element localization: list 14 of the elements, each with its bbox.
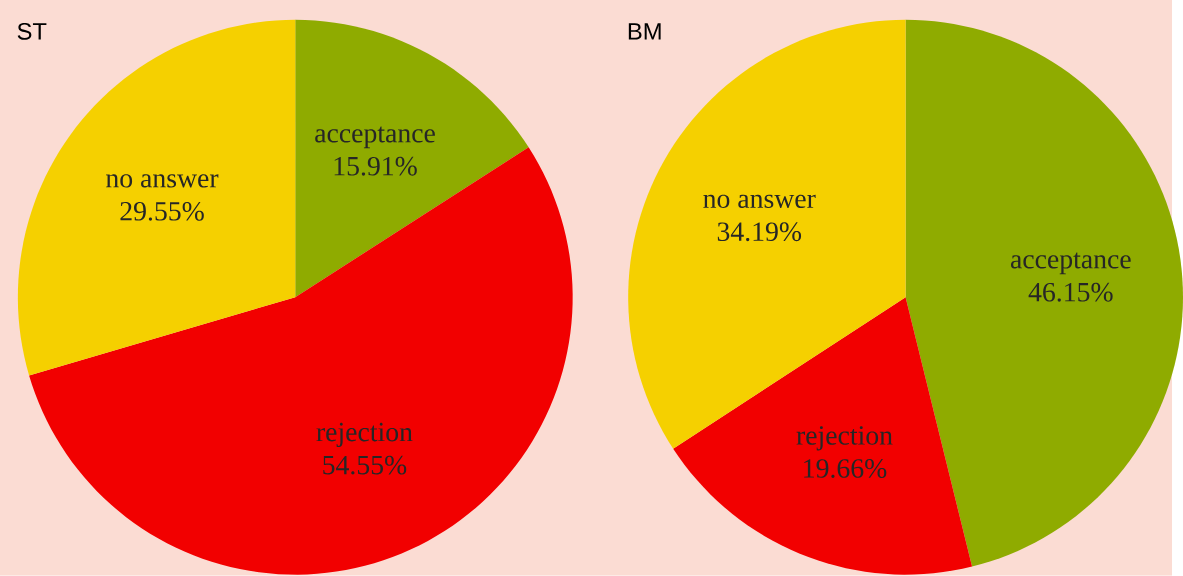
data-label: 19.66%: [804, 459, 887, 479]
slice-label: rejection: [796, 426, 893, 451]
slice-label: rejection: [316, 422, 413, 448]
slice-label: acceptance: [1010, 252, 1131, 275]
data-label: 34.19%: [717, 222, 802, 242]
data-label: 29.55%: [120, 202, 204, 221]
slice-label: acceptance: [315, 126, 435, 149]
data-label: 15.91%: [334, 157, 417, 176]
chart-title: ST: [17, 23, 47, 40]
chart-title: BM: [628, 23, 661, 40]
data-label: 54.55%: [323, 455, 407, 475]
slice-label: no answer: [703, 194, 816, 209]
slice-label: no answer: [106, 174, 219, 188]
data-label: 46.15%: [1028, 283, 1113, 302]
